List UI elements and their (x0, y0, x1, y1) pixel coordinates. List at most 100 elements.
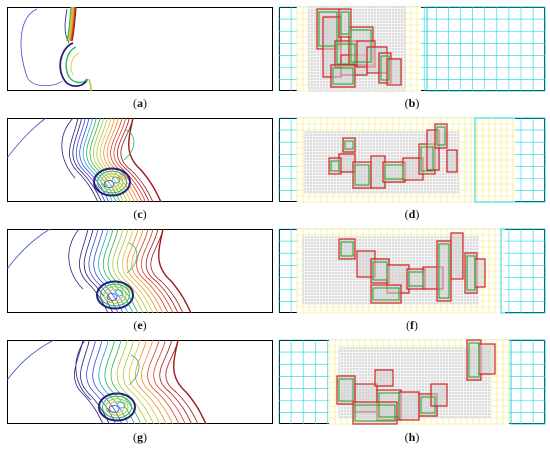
contour-front (72, 117, 103, 203)
patch-red (328, 157, 342, 175)
patch-red (370, 284, 402, 304)
patch-green (354, 404, 396, 422)
panel-e-contour (6, 228, 273, 314)
refined-patches (328, 123, 458, 189)
contour-front (131, 228, 164, 314)
contour-front (98, 339, 129, 425)
contour-front (89, 117, 121, 203)
refined-patches (338, 232, 486, 304)
contour-outer (20, 8, 63, 87)
contour-lines (20, 6, 92, 92)
shock-front (71, 6, 77, 42)
patch-red (430, 383, 448, 407)
caption-c: (c) (133, 207, 147, 221)
patch-green (420, 396, 436, 414)
shock-front (68, 6, 74, 42)
contour-front (103, 117, 136, 203)
patch-green (340, 241, 354, 257)
mesh-coarse-block (500, 228, 546, 314)
contour-front (116, 339, 148, 425)
refined-patches (336, 339, 496, 425)
contour-front (140, 228, 174, 314)
caption-g: (g) (133, 430, 147, 444)
mesh-plot-h (278, 339, 546, 425)
patch-green (438, 243, 450, 299)
contour-front (112, 228, 144, 314)
contour-mid (123, 129, 135, 161)
shock-front (66, 6, 72, 42)
contour-front (136, 228, 169, 314)
contour-outer (6, 228, 51, 270)
vortex-ring (102, 395, 132, 419)
patch-green (338, 378, 354, 402)
contour-front (74, 339, 104, 425)
contour-mid (128, 354, 140, 386)
contour-front (69, 117, 99, 203)
patch-green (350, 29, 372, 63)
mesh-coarse-block (474, 117, 546, 203)
contour-front (92, 339, 123, 425)
panel-g-contour (6, 339, 273, 425)
contour-front (150, 228, 184, 314)
caption-d: (d) (404, 207, 420, 221)
patch-green (318, 11, 338, 47)
panel-h-mesh (278, 339, 546, 425)
patch-green (436, 126, 446, 146)
contour-lines (6, 339, 207, 425)
contour-front (145, 228, 179, 314)
vortex-ring (100, 173, 124, 191)
vortex-core (114, 289, 124, 297)
patch-green (330, 160, 340, 172)
panel-f-mesh (278, 228, 546, 314)
patch-red (386, 58, 402, 86)
patch-green (408, 271, 424, 287)
caption-h: (h) (404, 430, 420, 444)
mesh-coarse-block (510, 339, 546, 425)
patch-red (370, 258, 390, 284)
contour-front (121, 228, 154, 314)
contour-outer (6, 339, 55, 381)
patch-red (336, 375, 356, 405)
contour-inner (61, 117, 76, 179)
patch-red (374, 369, 394, 387)
patch-green (468, 342, 480, 378)
shock-front (69, 6, 75, 42)
contour-front (159, 339, 193, 425)
mesh-coarse-block (426, 6, 546, 92)
patch-green (354, 164, 370, 186)
contour-front (99, 117, 132, 203)
patch-green (344, 140, 354, 150)
contour-lines (6, 228, 192, 314)
contour-front (110, 339, 142, 425)
shock-front (158, 228, 192, 314)
contour-mid (126, 242, 138, 274)
contour-lines (6, 117, 162, 203)
vortex-core (111, 176, 121, 184)
caption-e: (e) (133, 318, 147, 332)
vortex-ring (97, 170, 127, 194)
patch-red (338, 238, 356, 260)
patch-red (434, 123, 448, 149)
contour-plot-g (6, 339, 273, 425)
vortex-ring (93, 167, 131, 197)
contour-front (117, 117, 150, 203)
contour-front (82, 117, 114, 203)
contour-front (141, 339, 174, 425)
vortex-core (108, 405, 120, 413)
contour-front (147, 339, 180, 425)
vortex-ring (109, 400, 125, 414)
vortex-ring (103, 286, 127, 304)
contour-plot-c (6, 117, 273, 203)
patch-green (340, 11, 350, 35)
contour-inner (68, 228, 84, 290)
panel-frame (7, 7, 273, 91)
caption-f: (f) (406, 318, 418, 332)
contour-front (128, 339, 161, 425)
contour-plot-e (6, 228, 273, 314)
contour-front (86, 339, 117, 425)
caption-a: (a) (133, 96, 147, 110)
panel-d-mesh (278, 117, 546, 203)
contour-outer (6, 117, 47, 159)
patch-green (332, 67, 354, 85)
contour-front (122, 339, 155, 425)
